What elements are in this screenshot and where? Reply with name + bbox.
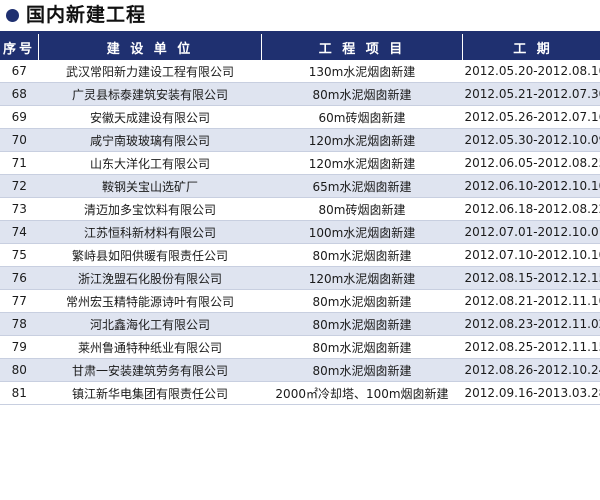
cell-unit: 河北鑫海化工有限公司 — [38, 312, 262, 336]
cell-no: 79 — [0, 335, 39, 359]
cell-unit: 广灵县标泰建筑安装有限公司 — [38, 82, 262, 106]
cell-project: 120m水泥烟囱新建 — [261, 128, 463, 152]
cell-project: 60m砖烟囱新建 — [261, 105, 463, 129]
cell-project: 120m水泥烟囱新建 — [261, 266, 463, 290]
cell-period: 2012.05.20-2012.08.10 — [462, 60, 600, 83]
header-cell-project: 工 程 项 目 — [261, 34, 463, 60]
table-row: 74 江苏恒科新材料有限公司 100m水泥烟囱新建 2012.07.01-2012.1… — [0, 220, 600, 244]
cell-period: 2012.05.30-2012.10.09 — [462, 128, 600, 152]
table-row: 80 甘肃一安装建筑劳务有限公司 80m水泥烟囱新建 2012.08.26-2012.… — [0, 358, 600, 382]
table-row: 81 镇江新华电集团有限责任公司 2000㎡冷却塔、100m烟囱新建 2012.09.… — [0, 381, 600, 405]
cell-no: 76 — [0, 266, 39, 290]
table-row: 67 武汉常阳新力建设工程有限公司 130m水泥烟囱新建 2012.05.20-201… — [0, 60, 600, 83]
table-row: 70 咸宁南玻玻璃有限公司 120m水泥烟囱新建 2012.05.30-2012.10… — [0, 128, 600, 152]
cell-period: 2012.08.25-2012.11.15 — [462, 335, 600, 359]
cell-period: 2012.06.18-2012.08.22 — [462, 197, 600, 221]
cell-unit: 武汉常阳新力建设工程有限公司 — [38, 60, 262, 83]
header-cell-no: 序号 — [0, 34, 39, 60]
cell-period: 2012.05.26-2012.07.16 — [462, 105, 600, 129]
table-row: 79 莱州鲁通特种纸业有限公司 80m水泥烟囱新建 2012.08.25-2012.1… — [0, 335, 600, 359]
cell-no: 80 — [0, 358, 39, 382]
cell-period: 2012.07.01-2012.10.01 — [462, 220, 600, 244]
cell-unit: 山东大洋化工有限公司 — [38, 151, 262, 175]
section-title-bar: 国内新建工程 — [0, 0, 600, 34]
cell-no: 75 — [0, 243, 39, 267]
cell-project: 130m水泥烟囱新建 — [261, 60, 463, 83]
cell-no: 74 — [0, 220, 39, 244]
cell-unit: 浙江浼盟石化股份有限公司 — [38, 266, 262, 290]
table-row: 75 繁峙县如阳供暖有限责任公司 80m水泥烟囱新建 2012.07.10-2012.… — [0, 243, 600, 267]
cell-period: 2012.06.05-2012.08.25 — [462, 151, 600, 175]
cell-no: 71 — [0, 151, 39, 175]
page-title: 国内新建工程 — [26, 4, 147, 26]
cell-period: 2012.06.10-2012.10.10 — [462, 174, 600, 198]
cell-project: 80m水泥烟囱新建 — [261, 289, 463, 313]
cell-period: 2012.07.10-2012.10.10 — [462, 243, 600, 267]
cell-project: 2000㎡冷却塔、100m烟囱新建 — [261, 381, 463, 405]
cell-unit: 繁峙县如阳供暖有限责任公司 — [38, 243, 262, 267]
cell-project: 80m水泥烟囱新建 — [261, 358, 463, 382]
cell-period: 2012.08.15-2012.12.15 — [462, 266, 600, 290]
cell-no: 81 — [0, 381, 39, 405]
cell-project: 80m砖烟囱新建 — [261, 197, 463, 221]
table-header-row: 序号 建 设 单 位 工 程 项 目 工 期 — [0, 34, 600, 60]
projects-table: 序号 建 设 单 位 工 程 项 目 工 期 67 武汉常阳新力建设工程有限公司 1… — [0, 34, 600, 405]
cell-unit: 清迈加多宝饮料有限公司 — [38, 197, 262, 221]
cell-no: 78 — [0, 312, 39, 336]
cell-no: 67 — [0, 60, 39, 83]
cell-project: 120m水泥烟囱新建 — [261, 151, 463, 175]
cell-unit: 甘肃一安装建筑劳务有限公司 — [38, 358, 262, 382]
cell-unit: 江苏恒科新材料有限公司 — [38, 220, 262, 244]
cell-project: 80m水泥烟囱新建 — [261, 335, 463, 359]
header-cell-unit: 建 设 单 位 — [38, 34, 262, 60]
cell-project: 80m水泥烟囱新建 — [261, 243, 463, 267]
cell-unit: 安徽天成建设有限公司 — [38, 105, 262, 129]
cell-period: 2012.08.23-2012.11.02 — [462, 312, 600, 336]
table-row: 71 山东大洋化工有限公司 120m水泥烟囱新建 2012.06.05-2012.08… — [0, 151, 600, 175]
cell-no: 77 — [0, 289, 39, 313]
cell-period: 2012.09.16-2013.03.28 — [462, 381, 600, 405]
table-row: 68 广灵县标泰建筑安装有限公司 80m水泥烟囱新建 2012.05.21-2012.… — [0, 82, 600, 106]
cell-no: 68 — [0, 82, 39, 106]
table-row: 73 清迈加多宝饮料有限公司 80m砖烟囱新建 2012.06.18-2012.08.… — [0, 197, 600, 221]
cell-project: 80m水泥烟囱新建 — [261, 82, 463, 106]
table-head: 序号 建 设 单 位 工 程 项 目 工 期 — [0, 34, 600, 60]
table-row: 72 鞍钢关宝山选矿厂 65m水泥烟囱新建 2012.06.10-2012.10.10 — [0, 174, 600, 198]
cell-period: 2012.05.21-2012.07.30 — [462, 82, 600, 106]
cell-period: 2012.08.21-2012.11.10 — [462, 289, 600, 313]
cell-project: 80m水泥烟囱新建 — [261, 312, 463, 336]
table-row: 76 浙江浼盟石化股份有限公司 120m水泥烟囱新建 2012.08.15-2012.… — [0, 266, 600, 290]
table-row: 78 河北鑫海化工有限公司 80m水泥烟囱新建 2012.08.23-2012.11.… — [0, 312, 600, 336]
cell-project: 100m水泥烟囱新建 — [261, 220, 463, 244]
header-cell-period: 工 期 — [462, 34, 600, 60]
cell-unit: 镇江新华电集团有限责任公司 — [38, 381, 262, 405]
table-body: 67 武汉常阳新力建设工程有限公司 130m水泥烟囱新建 2012.05.20-201… — [0, 60, 600, 405]
cell-period: 2012.08.26-2012.10.24 — [462, 358, 600, 382]
cell-unit: 鞍钢关宝山选矿厂 — [38, 174, 262, 198]
cell-no: 70 — [0, 128, 39, 152]
cell-no: 73 — [0, 197, 39, 221]
table-row: 69 安徽天成建设有限公司 60m砖烟囱新建 2012.05.26-2012.07.1… — [0, 105, 600, 129]
cell-unit: 常州宏玉精特能源诗叶有限公司 — [38, 289, 262, 313]
table-row: 77 常州宏玉精特能源诗叶有限公司 80m水泥烟囱新建 2012.08.21-2012… — [0, 289, 600, 313]
cell-no: 69 — [0, 105, 39, 129]
cell-project: 65m水泥烟囱新建 — [261, 174, 463, 198]
cell-unit: 莱州鲁通特种纸业有限公司 — [38, 335, 262, 359]
cell-unit: 咸宁南玻玻璃有限公司 — [38, 128, 262, 152]
bullet-dot-icon — [6, 9, 19, 22]
cell-no: 72 — [0, 174, 39, 198]
